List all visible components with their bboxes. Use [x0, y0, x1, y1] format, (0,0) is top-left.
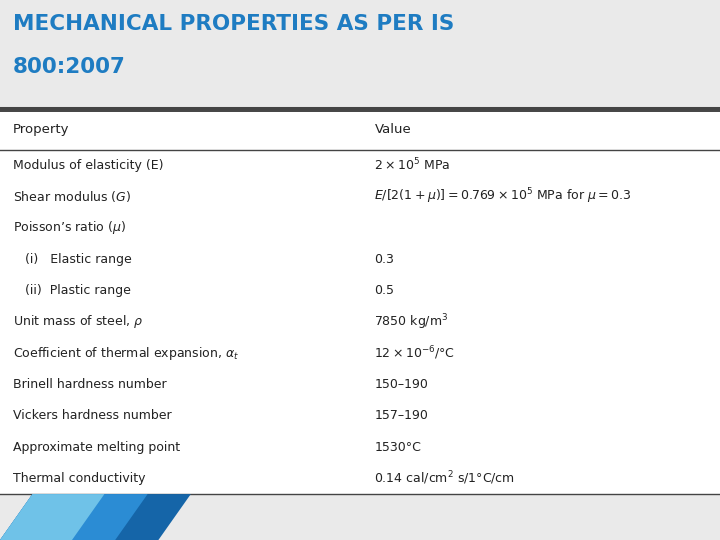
- Text: 0.5: 0.5: [374, 284, 395, 297]
- Polygon shape: [0, 494, 191, 540]
- Text: Unit mass of steel, $\rho$: Unit mass of steel, $\rho$: [13, 313, 143, 330]
- Text: MECHANICAL PROPERTIES AS PER IS: MECHANICAL PROPERTIES AS PER IS: [13, 14, 454, 33]
- Text: 157–190: 157–190: [374, 409, 428, 422]
- Text: 7850 kg/m$^3$: 7850 kg/m$^3$: [374, 312, 449, 332]
- Text: (i)   Elastic range: (i) Elastic range: [13, 253, 132, 266]
- Text: 0.14 cal/cm$^2$ s/1°C/cm: 0.14 cal/cm$^2$ s/1°C/cm: [374, 470, 516, 487]
- Text: (ii)  Plastic range: (ii) Plastic range: [13, 284, 131, 297]
- Text: Poisson’s ratio ($\mu$): Poisson’s ratio ($\mu$): [13, 219, 126, 237]
- Text: $E/[2(1 + \mu)] = 0.769 \times 10^5$ MPa for $\mu = 0.3$: $E/[2(1 + \mu)] = 0.769 \times 10^5$ MPa…: [374, 187, 632, 206]
- Text: Shear modulus ($G$): Shear modulus ($G$): [13, 189, 131, 204]
- Text: Brinell hardness number: Brinell hardness number: [13, 378, 166, 391]
- Text: 150–190: 150–190: [374, 378, 428, 391]
- Text: Vickers hardness number: Vickers hardness number: [13, 409, 171, 422]
- Text: 800:2007: 800:2007: [13, 57, 126, 77]
- Text: Value: Value: [374, 123, 411, 136]
- Text: Coefficient of thermal expansion, $\alpha_t$: Coefficient of thermal expansion, $\alph…: [13, 345, 239, 362]
- Text: Thermal conductivity: Thermal conductivity: [13, 472, 145, 485]
- Text: $2 \times 10^5$ MPa: $2 \times 10^5$ MPa: [374, 157, 451, 173]
- Text: $12 \times 10^{-6}$/°C: $12 \times 10^{-6}$/°C: [374, 345, 456, 362]
- Text: 0.3: 0.3: [374, 253, 395, 266]
- Text: Approximate melting point: Approximate melting point: [13, 441, 180, 454]
- Polygon shape: [0, 494, 148, 540]
- Text: Property: Property: [13, 123, 69, 136]
- Text: Modulus of elasticity (E): Modulus of elasticity (E): [13, 159, 163, 172]
- Text: 1530°C: 1530°C: [374, 441, 421, 454]
- Polygon shape: [0, 494, 104, 540]
- FancyBboxPatch shape: [0, 111, 720, 494]
